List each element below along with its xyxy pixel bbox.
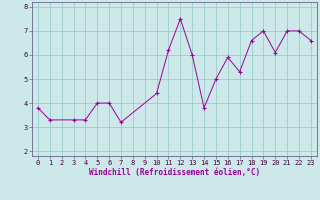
X-axis label: Windchill (Refroidissement éolien,°C): Windchill (Refroidissement éolien,°C) — [89, 168, 260, 177]
